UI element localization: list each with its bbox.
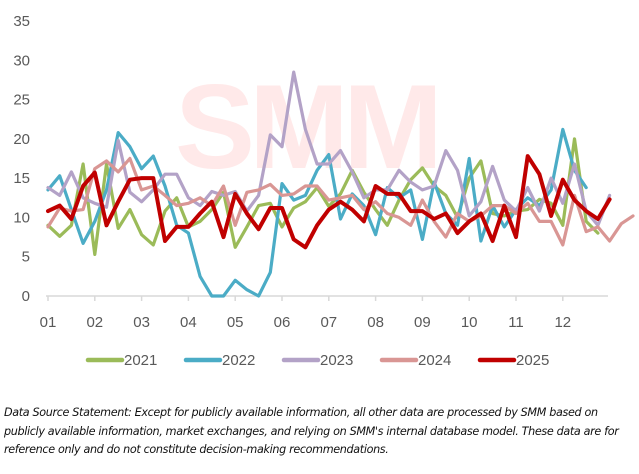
series-line-2024	[46, 156, 635, 247]
y-tick-label: 20	[13, 131, 30, 148]
x-tick-label: 10	[461, 314, 478, 331]
y-tick-label: 30	[13, 52, 30, 69]
y-tick-label: 25	[13, 92, 30, 109]
legend-label-2022: 2022	[222, 352, 255, 369]
x-tick-label: 06	[274, 314, 291, 331]
x-tick-label: 02	[86, 314, 103, 331]
x-tick-label: 12	[554, 314, 571, 331]
series-lines	[46, 70, 635, 298]
legend-label-2025: 2025	[516, 352, 549, 369]
x-axis: 01 02 03 04 05 06 07 08 09 10 11 12	[40, 295, 608, 331]
x-tick-label: 09	[414, 314, 431, 331]
x-tick-label: 07	[320, 314, 337, 331]
legend: 2021 2022 2023 2024 2025	[85, 352, 549, 369]
x-tick-label: 05	[227, 314, 244, 331]
y-tick-label: 0	[22, 288, 30, 305]
y-tick-label: 10	[13, 209, 30, 226]
y-tick-label: 35	[13, 13, 30, 30]
series-line-2025	[46, 154, 612, 250]
y-tick-label: 5	[22, 249, 30, 266]
y-axis-ticks: 0 5 10 15 20 25 30 35	[13, 13, 30, 305]
x-tick-label: 03	[133, 314, 150, 331]
x-tick-label: 11	[508, 314, 524, 331]
x-tick-label: 04	[180, 314, 197, 331]
x-tick-label: 08	[367, 314, 384, 331]
y-tick-label: 15	[13, 170, 30, 187]
series-line-2022	[46, 127, 588, 298]
legend-label-2021: 2021	[124, 352, 157, 369]
legend-label-2023: 2023	[320, 352, 353, 369]
data-source-statement: Data Source Statement: Except for public…	[4, 406, 619, 456]
series-line-2023	[46, 70, 612, 227]
x-tick-label: 01	[40, 314, 57, 331]
legend-label-2024: 2024	[418, 352, 451, 369]
